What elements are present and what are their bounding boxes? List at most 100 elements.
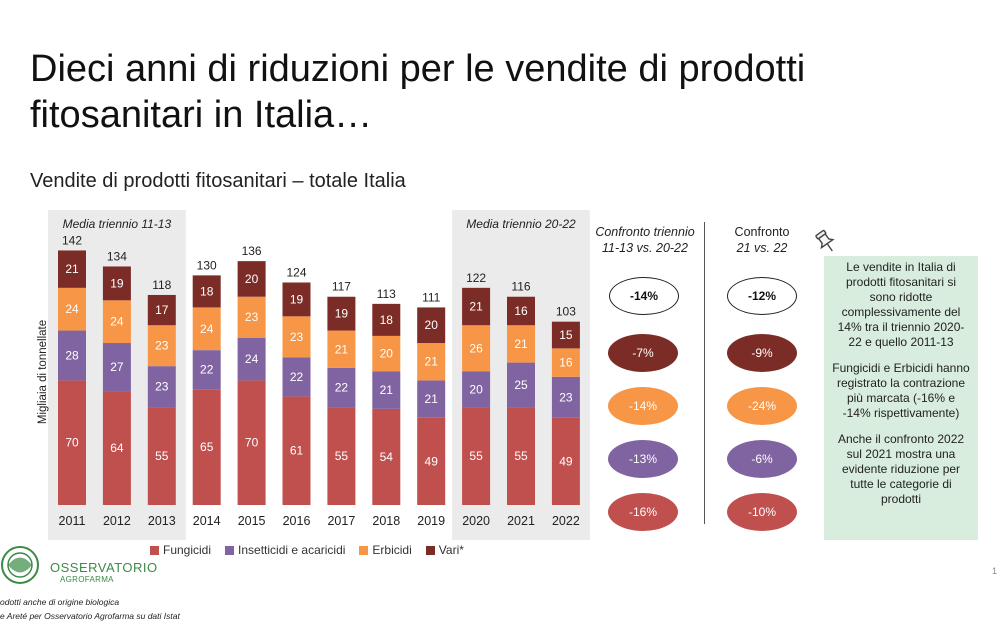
- bar-segment-2012-2: [102, 343, 131, 392]
- note-paragraph-3: Anche il confronto 2022 sul 2021 mostra …: [837, 432, 965, 506]
- legend-label-erbicidi: Erbicidi: [372, 543, 412, 557]
- data-label-2021-1: 55: [514, 449, 528, 463]
- data-label-2019-4: 20: [425, 318, 439, 332]
- total-label-2022: 103: [556, 305, 576, 319]
- legend-item-fungicidi: Fungicidi: [150, 543, 211, 557]
- x-tick-2021: 2021: [507, 514, 535, 528]
- bar-segment-2020-4: [462, 287, 491, 326]
- bar-segment-2013-1: [147, 407, 176, 505]
- bar-segment-2022-3: [551, 348, 580, 377]
- highlight-label-2: Media triennio 20-22: [466, 217, 576, 231]
- bar-segment-2015-1: [237, 380, 266, 505]
- x-tick-2012: 2012: [103, 514, 131, 528]
- comparison-header-triennio-line2: 11-13 vs. 20-22: [602, 241, 688, 255]
- bar-segment-2011-2: [58, 330, 86, 381]
- ellipse-triennio-insetticidi: -13%: [608, 440, 678, 478]
- bar-segment-2014-2: [192, 350, 221, 390]
- data-label-2019-2: 21: [425, 392, 439, 406]
- data-label-2020-2: 20: [469, 382, 483, 396]
- data-label-2016-4: 19: [290, 292, 304, 306]
- data-label-2013-1: 55: [155, 449, 169, 463]
- data-label-2018-2: 21: [380, 383, 394, 397]
- x-tick-2017: 2017: [327, 514, 355, 528]
- bar-segment-2012-3: [102, 300, 131, 344]
- ellipse-annual-total: -12%: [727, 277, 797, 315]
- data-label-2016-1: 61: [290, 444, 304, 458]
- total-label-2014: 130: [197, 258, 217, 272]
- x-tick-2015: 2015: [238, 514, 266, 528]
- x-tick-2020: 2020: [462, 514, 490, 528]
- data-label-2012-3: 24: [110, 315, 124, 329]
- bar-segment-2013-4: [147, 294, 176, 326]
- pushpin-icon: [815, 229, 835, 252]
- bar-segment-2015-3: [237, 296, 266, 338]
- comparison-divider: [704, 222, 705, 524]
- y-axis-label: Migliaia di tonnellate: [37, 320, 49, 424]
- data-label-2014-1: 65: [200, 440, 214, 454]
- data-label-2022-1: 49: [559, 454, 573, 468]
- bar-segment-2014-4: [192, 275, 221, 308]
- bar-segment-2019-4: [417, 307, 446, 344]
- data-label-2011-4: 21: [65, 262, 79, 276]
- bar-segment-2011-4: [58, 250, 86, 288]
- bar-segment-2021-1: [507, 407, 535, 505]
- legend-label-vari: Vari*: [438, 543, 464, 557]
- legend-item-erbicidi: Erbicidi: [359, 543, 412, 557]
- ellipse-annual-insetticidi: -6%: [727, 440, 797, 478]
- bar-segment-2016-2: [282, 357, 311, 397]
- comparison-header-triennio-line1: Confronto triennio: [595, 225, 695, 239]
- bar-segment-2022-2: [551, 376, 580, 418]
- x-tick-2016: 2016: [283, 514, 311, 528]
- total-label-2015: 136: [242, 244, 262, 258]
- data-label-2021-2: 25: [514, 378, 528, 392]
- data-label-2015-3: 23: [245, 310, 259, 324]
- bar-segment-2020-1: [462, 407, 491, 505]
- bar-segment-2021-2: [507, 362, 535, 408]
- ellipse-triennio-erbicidi: -14%: [608, 387, 678, 425]
- data-label-2013-4: 17: [155, 303, 169, 317]
- note-paragraph-2: Fungicidi e Erbicidi hanno registrato la…: [832, 361, 970, 420]
- bar-segment-2018-2: [372, 371, 401, 409]
- comparison-header-annual: Confronto 21 vs. 22: [697, 224, 827, 256]
- data-label-2016-3: 23: [290, 330, 304, 344]
- data-label-2020-1: 55: [469, 449, 483, 463]
- bar-segment-2011-1: [58, 380, 86, 505]
- data-label-2012-4: 19: [110, 276, 124, 290]
- bar-segment-2011-3: [58, 287, 86, 331]
- bar-segment-2015-2: [237, 337, 266, 381]
- note-paragraph-1: Le vendite in Italia di prodotti fitosan…: [837, 260, 965, 349]
- data-label-2013-3: 23: [155, 339, 169, 353]
- x-tick-2011: 2011: [59, 514, 86, 528]
- bar-segment-2017-2: [327, 367, 356, 408]
- legend-swatch-erbicidi: [359, 545, 369, 555]
- bar-segment-2018-3: [372, 335, 401, 372]
- data-label-2017-3: 21: [335, 342, 349, 356]
- bar-segment-2017-1: [327, 407, 356, 505]
- page-number: 1: [992, 566, 998, 576]
- data-label-2022-4: 15: [559, 328, 573, 342]
- bar-segment-2016-4: [282, 282, 311, 317]
- bar-segment-2014-3: [192, 307, 221, 351]
- comparison-header-annual-line1: Confronto: [734, 225, 790, 239]
- data-label-2011-2: 28: [65, 348, 79, 362]
- bar-segment-2017-3: [327, 330, 356, 368]
- bar-segment-2019-3: [417, 343, 446, 381]
- bar-segment-2020-2: [462, 371, 491, 408]
- ellipse-triennio-fungicidi: -16%: [608, 493, 678, 531]
- legend-label-fungicidi: Fungicidi: [163, 543, 212, 557]
- data-label-2014-3: 24: [200, 322, 214, 336]
- bar-segment-2013-2: [147, 366, 176, 408]
- bar-segment-2013-3: [147, 325, 176, 367]
- x-tick-2019: 2019: [417, 514, 445, 528]
- osservatorio-agrofarma-logo: [1, 546, 39, 584]
- data-label-2021-4: 16: [514, 304, 528, 318]
- bar-segment-2019-1: [417, 417, 446, 505]
- legend-swatch-vari: [425, 545, 435, 555]
- data-label-2012-2: 27: [110, 360, 124, 374]
- legend-swatch-fungicidi: [150, 545, 159, 555]
- data-label-2022-2: 23: [559, 390, 573, 404]
- bar-segment-2019-2: [417, 380, 446, 418]
- total-label-2011: 142: [62, 233, 82, 247]
- footnote-1: odotti anche di origine biologica: [0, 597, 120, 607]
